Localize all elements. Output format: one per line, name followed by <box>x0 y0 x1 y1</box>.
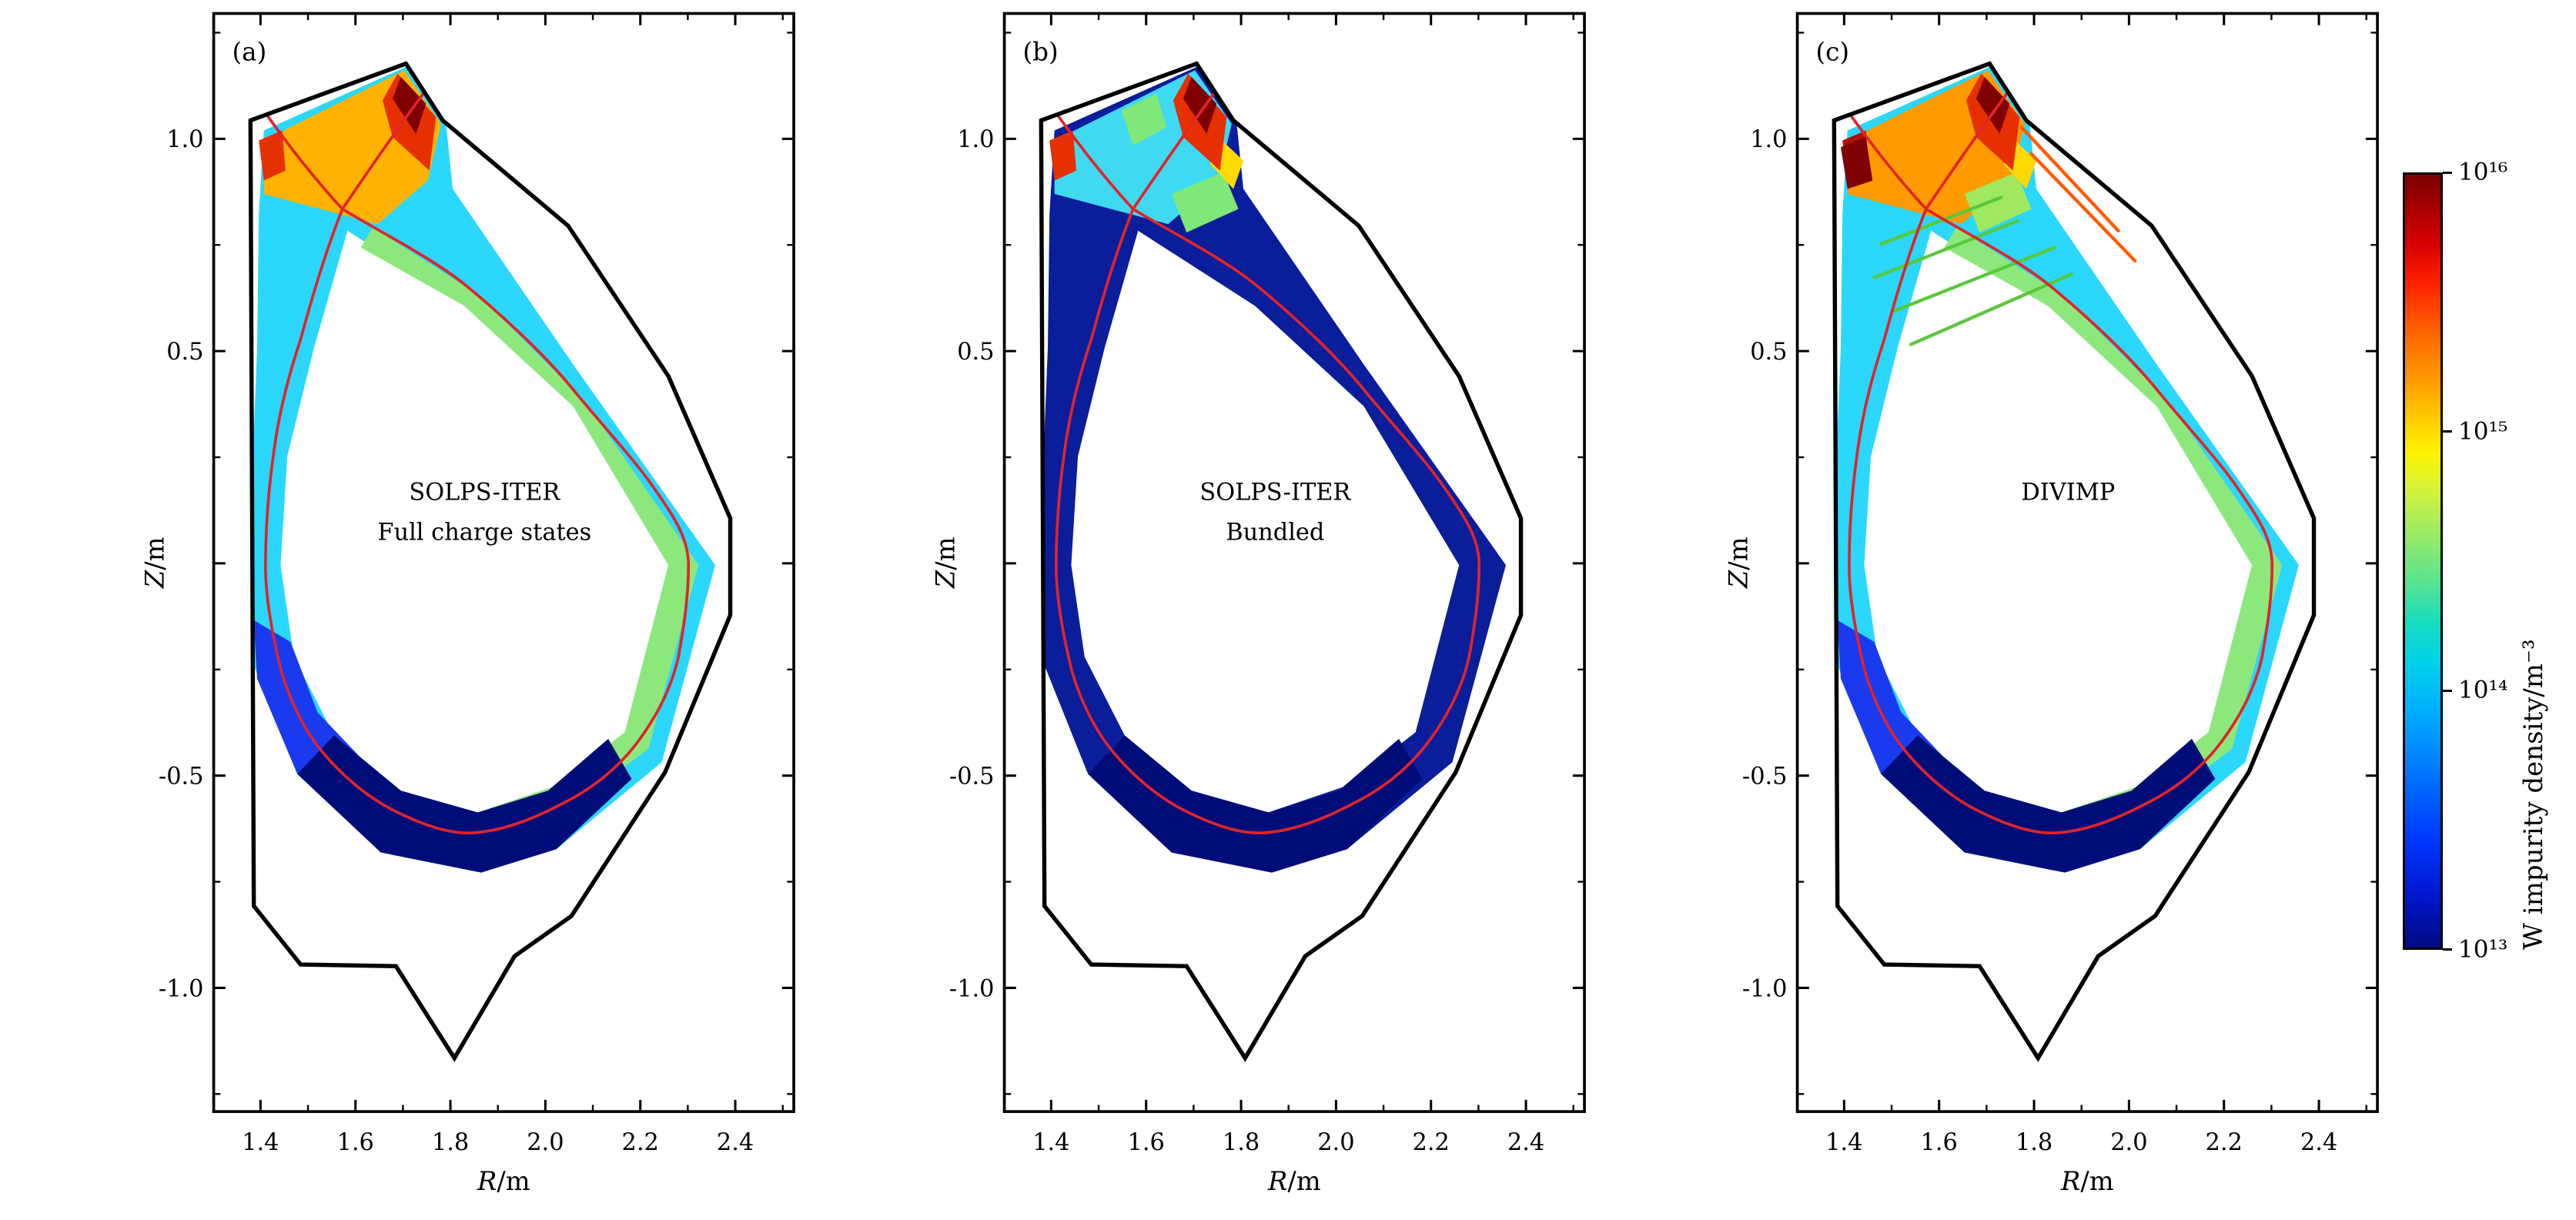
y-tick-label: -1.0 <box>159 975 204 1002</box>
wall-outline <box>248 61 733 1062</box>
separatrix <box>264 91 691 835</box>
separatrix-outer-leg <box>1925 91 2009 210</box>
x-tick-label: 1.6 <box>337 1129 374 1156</box>
separatrix-lcfs <box>1848 206 2274 835</box>
y-tick-label: 0.5 <box>166 339 203 366</box>
panel-label: (a) <box>232 37 266 66</box>
separatrix-outer-leg <box>1132 91 1216 210</box>
y-axis-label: Z/m <box>139 537 169 590</box>
colorbar-gradient <box>2403 172 2443 950</box>
minor-ticks <box>213 13 795 1112</box>
x-tick-label: 2.4 <box>717 1129 754 1156</box>
panel-annotation-line1: DIVIMP <box>2021 479 2115 506</box>
region-strike-darkred <box>1975 77 2010 134</box>
x-axis-label: R/m <box>477 1166 530 1196</box>
x-tick-label: 2.2 <box>1413 1129 1450 1156</box>
x-tick-label: 1.4 <box>1825 1129 1862 1156</box>
panel-annotation-line2: Full charge states <box>377 520 591 546</box>
major-ticks <box>1797 13 2378 1112</box>
wall-outline <box>1832 61 2317 1062</box>
wall-outline <box>1039 61 1524 1062</box>
region-bottom-crescent <box>1881 735 2216 873</box>
major-ticks <box>213 13 795 1112</box>
region-top-patch-1 <box>1964 172 2032 232</box>
region-inner-strike <box>259 130 286 181</box>
separatrix <box>1848 91 2274 835</box>
x-tick-label: 2.2 <box>622 1129 659 1156</box>
colorbar-tick <box>2443 172 2452 174</box>
y-tick-label: 1.0 <box>1750 126 1787 153</box>
panel-a: (a) SOLPS-ITER Full charge states 1.4 1.… <box>139 12 795 1196</box>
panel-annotation-line1: SOLPS-ITER <box>1199 479 1351 506</box>
y-tick-label: 1.0 <box>957 126 994 153</box>
y-tick-label: -0.5 <box>1742 764 1788 790</box>
minor-ticks <box>1004 13 1585 1112</box>
y-axis-label: Z/m <box>930 537 960 590</box>
major-ticks <box>1004 13 1585 1112</box>
x-tick-label: 1.6 <box>1128 1129 1165 1156</box>
density-regions <box>1041 66 1506 873</box>
colorbar-tick <box>2443 690 2452 692</box>
colorbar-tick-label: 10¹⁶ <box>2458 158 2508 186</box>
x-tick-label: 2.4 <box>1507 1129 1544 1156</box>
x-tick-label: 2.4 <box>2300 1129 2337 1156</box>
panel-label: (c) <box>1815 37 1849 66</box>
panel-b: (b) SOLPS-ITER Bundled 1.4 1.6 1.8 2.0 2… <box>930 12 1586 1196</box>
region-strike-darkred <box>1183 77 1217 134</box>
x-tick-label: 1.8 <box>432 1129 469 1156</box>
x-tick-label: 1.4 <box>1032 1129 1069 1156</box>
separatrix-inner-leg <box>1849 114 1928 210</box>
region-bottom-crescent <box>1088 735 1423 873</box>
region-streaks-cool <box>1872 196 2073 346</box>
region-outboard-band <box>360 227 699 836</box>
x-tick-label: 2.0 <box>1317 1129 1354 1156</box>
density-regions <box>250 66 715 873</box>
region-strike-darkred <box>392 77 427 134</box>
x-axis-label: R/m <box>2060 1166 2114 1196</box>
y-tick-label: 0.5 <box>1750 339 1787 366</box>
region-streaks-warm <box>2019 125 2137 263</box>
y-tick-label: -1.0 <box>1742 975 1788 1002</box>
x-tick-label: 1.4 <box>242 1129 279 1156</box>
y-axis-label: Z/m <box>1723 537 1753 590</box>
x-tick-label: 1.8 <box>2016 1129 2052 1156</box>
panel-annotation-line1: SOLPS-ITER <box>409 479 560 506</box>
separatrix-inner-leg <box>266 114 344 210</box>
region-bottom-crescent <box>297 735 632 873</box>
x-tick-label: 2.0 <box>2110 1129 2147 1156</box>
separatrix-lcfs <box>264 206 691 835</box>
colorbar-tick <box>2443 430 2452 433</box>
separatrix-outer-leg <box>341 91 426 210</box>
density-regions <box>1834 66 2299 873</box>
separatrix-inner-leg <box>1056 114 1135 210</box>
colorbar-tick-label: 10¹⁵ <box>2458 417 2508 446</box>
panel-label: (b) <box>1022 37 1058 66</box>
panel-annotation-line2: Bundled <box>1226 520 1324 546</box>
region-outboard-band <box>1944 227 2283 836</box>
region-topleft-darkred <box>1841 137 1873 189</box>
colorbar-tick-label: 10¹³ <box>2458 935 2508 964</box>
y-tick-label: -0.5 <box>159 764 204 790</box>
colorbar-title: W impurity density/m⁻³ <box>2518 639 2549 950</box>
colorbar-tick <box>2443 948 2452 951</box>
separatrix <box>1055 91 1481 835</box>
x-axis-label: R/m <box>1267 1166 1321 1196</box>
colorbar: 10¹⁶ 10¹⁵ 10¹⁴ 10¹³ W impurity density/m… <box>2403 158 2576 963</box>
x-tick-label: 1.8 <box>1223 1129 1260 1156</box>
y-tick-label: 1.0 <box>166 126 203 153</box>
y-tick-label: 0.5 <box>957 339 994 366</box>
panel-c: (c) DIVIMP 1.4 1.6 1.8 2.0 2.2 2.4 1.0 0… <box>1723 12 2379 1196</box>
x-tick-label: 1.6 <box>1921 1129 1958 1156</box>
region-top-patch-1 <box>1171 172 1239 232</box>
y-tick-label: -1.0 <box>949 975 995 1002</box>
region-top-patch-2 <box>1121 93 1167 146</box>
x-tick-label: 2.2 <box>2206 1129 2243 1156</box>
y-tick-label: -0.5 <box>949 764 995 790</box>
x-tick-label: 2.0 <box>527 1129 564 1156</box>
minor-ticks <box>1797 13 2378 1112</box>
separatrix-lcfs <box>1055 206 1481 835</box>
colorbar-tick-label: 10¹⁴ <box>2458 676 2508 704</box>
region-inner-strike <box>1049 130 1076 181</box>
